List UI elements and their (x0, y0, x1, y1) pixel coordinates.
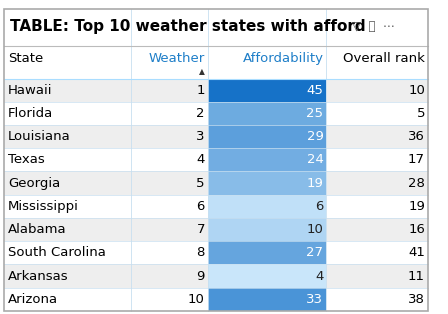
Text: Mississippi: Mississippi (8, 200, 79, 213)
Text: 6: 6 (197, 200, 205, 213)
Text: 4: 4 (197, 153, 205, 166)
Bar (326, 148, 428, 171)
Text: 17: 17 (408, 153, 425, 166)
Bar (131, 195, 207, 218)
Text: 29: 29 (306, 130, 323, 143)
Text: Arizona: Arizona (8, 293, 58, 306)
Text: 45: 45 (306, 84, 323, 97)
Bar (326, 241, 428, 264)
Bar (207, 171, 326, 195)
Bar (4, 9, 428, 46)
Bar (207, 218, 326, 241)
Text: 5: 5 (417, 107, 425, 120)
Bar (4, 195, 131, 218)
Text: TABLE: Top 10 weather states with afford: TABLE: Top 10 weather states with afford (9, 19, 365, 34)
Bar (326, 264, 428, 288)
Bar (131, 102, 207, 125)
Text: 7: 7 (196, 223, 205, 236)
Bar (207, 288, 326, 311)
Text: 25: 25 (306, 107, 323, 120)
Bar (4, 218, 131, 241)
Text: 16: 16 (408, 223, 425, 236)
Text: 33: 33 (306, 293, 323, 306)
Text: Overall rank: Overall rank (343, 51, 425, 65)
Text: Affordability: Affordability (242, 51, 323, 65)
Text: State: State (8, 51, 43, 65)
Text: 9: 9 (197, 269, 205, 283)
Text: 19: 19 (306, 176, 323, 190)
Bar (131, 125, 207, 148)
Text: Georgia: Georgia (8, 176, 60, 190)
Text: 5: 5 (196, 176, 205, 190)
Text: 10: 10 (188, 293, 205, 306)
Text: 28: 28 (408, 176, 425, 190)
Text: 2: 2 (196, 107, 205, 120)
Bar (207, 125, 326, 148)
Text: 10: 10 (408, 84, 425, 97)
Bar (4, 125, 131, 148)
Text: 19: 19 (408, 200, 425, 213)
Bar (4, 171, 131, 195)
Text: South Carolina: South Carolina (8, 246, 106, 259)
Bar (4, 78, 131, 102)
Text: Hawaii: Hawaii (8, 84, 52, 97)
Text: Arkansas: Arkansas (8, 269, 69, 283)
Bar (207, 195, 326, 218)
Bar (4, 148, 131, 171)
Text: Texas: Texas (8, 153, 44, 166)
Text: Weather: Weather (149, 51, 205, 65)
Text: 1: 1 (196, 84, 205, 97)
Bar (207, 264, 326, 288)
Bar (326, 195, 428, 218)
Bar (207, 241, 326, 264)
Text: 3: 3 (196, 130, 205, 143)
Bar (207, 78, 326, 102)
Text: ▲: ▲ (199, 67, 205, 76)
Bar (131, 241, 207, 264)
Bar (131, 148, 207, 171)
Text: Alabama: Alabama (8, 223, 66, 236)
Text: Louisiana: Louisiana (8, 130, 70, 143)
Text: 38: 38 (408, 293, 425, 306)
Bar (326, 102, 428, 125)
Bar (326, 125, 428, 148)
Bar (131, 218, 207, 241)
Bar (326, 78, 428, 102)
Text: 10: 10 (306, 223, 323, 236)
Text: 4: 4 (315, 269, 323, 283)
Text: 8: 8 (197, 246, 205, 259)
Text: 24: 24 (306, 153, 323, 166)
Bar (4, 288, 131, 311)
Bar (4, 241, 131, 264)
Bar (207, 148, 326, 171)
Text: 41: 41 (408, 246, 425, 259)
Bar (131, 264, 207, 288)
Bar (4, 264, 131, 288)
Text: 11: 11 (408, 269, 425, 283)
Text: Florida: Florida (8, 107, 53, 120)
Bar (207, 102, 326, 125)
Text: 36: 36 (408, 130, 425, 143)
Bar (4, 46, 428, 78)
Bar (131, 78, 207, 102)
Text: ▽  ⧉  ⋯: ▽ ⧉ ⋯ (352, 20, 395, 33)
Bar (131, 288, 207, 311)
Bar (326, 288, 428, 311)
Text: 27: 27 (306, 246, 323, 259)
Bar (4, 102, 131, 125)
Bar (326, 218, 428, 241)
Bar (131, 171, 207, 195)
Bar (326, 171, 428, 195)
Text: 6: 6 (315, 200, 323, 213)
